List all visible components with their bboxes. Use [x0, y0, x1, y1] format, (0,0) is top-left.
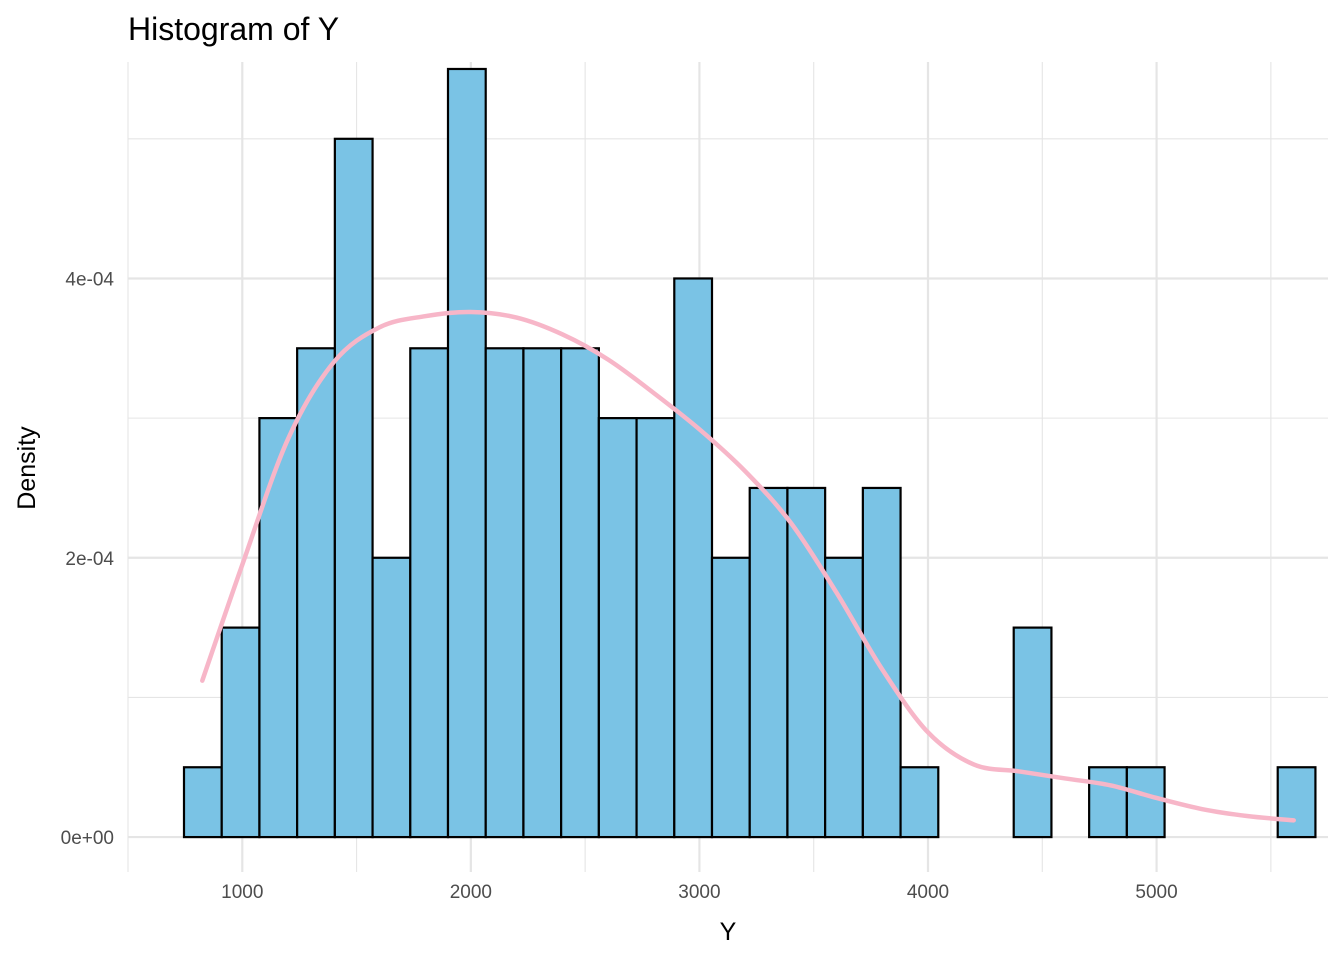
y-axis-title: Density — [13, 426, 41, 510]
histogram-bar — [296, 347, 336, 839]
density-curve — [200, 309, 1296, 823]
histogram-bar — [1012, 626, 1053, 839]
histogram-bar — [1088, 766, 1128, 839]
y-tick-label: 2e-04 — [65, 549, 114, 570]
x-tick-label: 4000 — [907, 882, 949, 903]
histogram-bar — [560, 347, 600, 839]
histogram-bar — [333, 137, 374, 839]
histogram-bar — [484, 347, 525, 839]
histogram-bar — [861, 486, 902, 839]
histogram-bar — [409, 347, 450, 839]
y-tick-label: 4e-04 — [65, 269, 114, 290]
histogram-bar — [1276, 766, 1317, 839]
histogram-bar — [786, 486, 827, 839]
histogram-bar — [824, 556, 864, 839]
tick-labels: 1000 2000 3000 4000 5000 0e+00 2e-04 4e-04 — [61, 269, 1178, 903]
histogram-bar — [673, 277, 714, 839]
histogram-bars — [182, 67, 1317, 839]
x-tick-label: 2000 — [450, 882, 492, 903]
histogram-bar — [522, 347, 563, 839]
histogram-bar — [635, 417, 676, 839]
chart-title: Histogram of Y — [128, 11, 339, 47]
histogram-bar — [371, 556, 412, 839]
density-curve-layer — [200, 309, 1296, 823]
x-axis-title: Y — [720, 918, 737, 946]
histogram-bar — [258, 417, 299, 839]
histogram-bar — [182, 766, 223, 839]
x-tick-label: 5000 — [1135, 882, 1177, 903]
histogram-bar — [748, 486, 789, 839]
histogram-bar — [710, 556, 751, 839]
x-tick-label: 3000 — [678, 882, 720, 903]
histogram-bar — [597, 417, 638, 839]
histogram-bar — [446, 67, 487, 839]
y-tick-label: 0e+00 — [61, 828, 114, 849]
histogram-bar — [220, 626, 261, 839]
x-tick-label: 1000 — [221, 882, 263, 903]
histogram-bar — [899, 766, 940, 839]
histogram-bar — [1125, 766, 1166, 839]
